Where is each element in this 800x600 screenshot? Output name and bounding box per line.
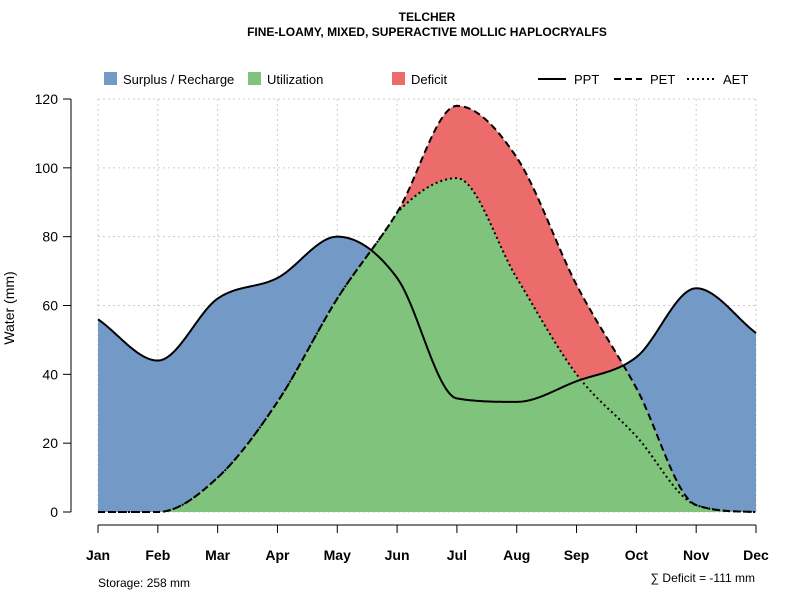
x-tick-label-feb: Feb xyxy=(145,547,170,563)
x-tick-label-oct: Oct xyxy=(625,547,649,563)
legend-label-utilization: Utilization xyxy=(267,72,323,87)
legend-label-pet: PET xyxy=(650,72,675,87)
y-tick-label-5: 100 xyxy=(35,160,59,176)
x-tick-label-dec: Dec xyxy=(743,547,769,563)
legend: Surplus / Recharge Utilization Deficit P… xyxy=(104,72,748,87)
y-tick-label-1: 20 xyxy=(42,435,58,451)
y-tick-label-0: 0 xyxy=(50,504,58,520)
x-tick-label-aug: Aug xyxy=(503,547,530,563)
series-line-aet xyxy=(98,177,757,513)
legend-swatch-surplus xyxy=(104,72,117,85)
legend-label-surplus: Surplus / Recharge xyxy=(123,72,234,87)
deficit-note: ∑ Deficit = -111 mm xyxy=(651,571,755,585)
y-axis-label: Water (mm) xyxy=(1,271,17,344)
legend-swatch-deficit xyxy=(392,72,405,85)
x-tick-label-jul: Jul xyxy=(447,547,467,563)
x-tick-label-jun: Jun xyxy=(385,547,410,563)
x-tick-label-apr: Apr xyxy=(265,547,290,563)
legend-label-deficit: Deficit xyxy=(411,72,448,87)
plot-areas xyxy=(98,105,756,512)
x-tick-label-mar: Mar xyxy=(205,547,230,563)
y-tick-label-3: 60 xyxy=(42,298,58,314)
x-tick-label-sep: Sep xyxy=(564,547,590,563)
legend-swatch-utilization xyxy=(248,72,261,85)
chart-subtitle: FINE-LOAMY, MIXED, SUPERACTIVE MOLLIC HA… xyxy=(247,25,607,39)
legend-label-aet: AET xyxy=(723,72,748,87)
axes: 0 20 40 60 80 100 120 Jan Feb Mar Apr May Jun Jul Aug S… xyxy=(35,91,769,563)
x-tick-label-jan: Jan xyxy=(86,547,110,563)
y-tick-label-6: 120 xyxy=(35,91,59,107)
y-tick-label-2: 40 xyxy=(42,366,58,382)
chart-title: TELCHER xyxy=(399,10,456,24)
series-line-ppt xyxy=(97,235,757,403)
y-tick-label-4: 80 xyxy=(42,229,58,245)
x-tick-label-nov: Nov xyxy=(683,547,710,563)
x-tick-label-may: May xyxy=(324,547,351,563)
plot-lines xyxy=(97,104,757,513)
storage-note: Storage: 258 mm xyxy=(98,576,190,590)
legend-label-ppt: PPT xyxy=(574,72,599,87)
